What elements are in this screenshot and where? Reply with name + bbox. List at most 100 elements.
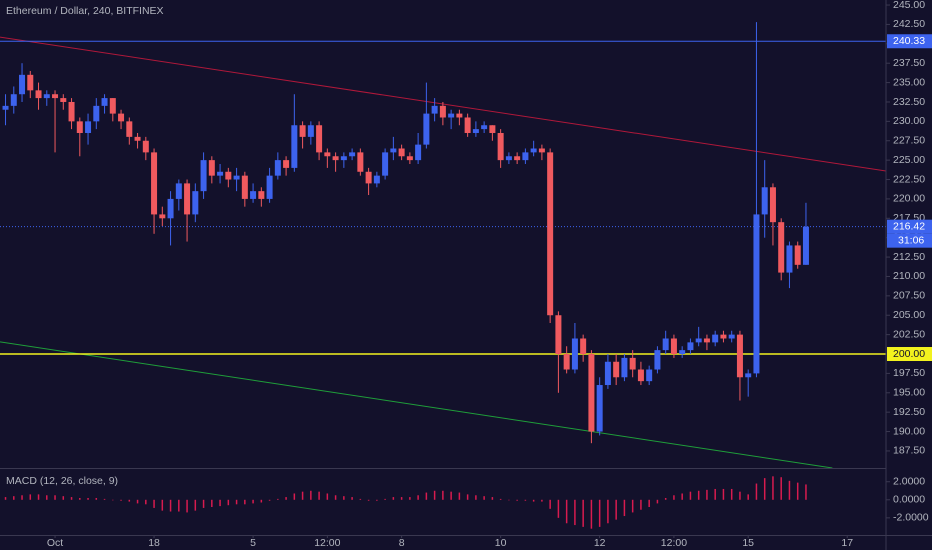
macd-bar (186, 499, 188, 513)
macd-bar (260, 499, 263, 503)
candle-body (679, 350, 686, 355)
candle-body (192, 191, 199, 215)
price-label-box (887, 219, 932, 234)
y-tick-label: 242.50 (893, 18, 925, 30)
candle-body (109, 98, 116, 114)
macd-bar (491, 497, 494, 500)
macd-bar (334, 495, 337, 500)
macd-bar (466, 494, 469, 500)
x-tick-label: 12:00 (661, 537, 687, 549)
candle-body (580, 338, 587, 355)
candle-body (217, 171, 224, 176)
macd-bar (433, 490, 436, 500)
macd-bar (730, 488, 733, 500)
macd-bar (631, 499, 634, 513)
candle-body (101, 98, 108, 106)
macd-bar (326, 493, 329, 500)
y-tick-label: 207.50 (893, 290, 925, 302)
candle-body (415, 144, 422, 161)
macd-bar (153, 499, 155, 508)
candle-body (637, 369, 644, 382)
price-label: 240.33 (893, 35, 925, 47)
candle-body (307, 125, 314, 137)
candle-body (670, 338, 677, 355)
macd-bar (598, 499, 601, 527)
macd-bar (681, 493, 683, 500)
candle-body (571, 338, 578, 370)
macd-bar (227, 499, 230, 506)
candle-body (423, 113, 430, 145)
macd-bar (128, 499, 131, 502)
candle-body (390, 148, 397, 153)
chart-title: Ethereum / Dollar, 240, BITFINEX (6, 5, 164, 17)
macd-bar (590, 499, 593, 529)
candle-body (472, 129, 479, 133)
x-tick-label: 15 (742, 537, 754, 549)
macd-bar (136, 499, 139, 504)
macd-bar (763, 478, 766, 500)
macd-bar (384, 498, 386, 500)
indicator-title: MACD (12, 26, close, 9) (6, 475, 118, 487)
macd-bar (689, 491, 692, 500)
y-tick-label: 197.50 (893, 367, 925, 379)
macd-bar (425, 492, 428, 500)
candle-body (621, 357, 628, 378)
candle-body (118, 113, 125, 122)
macd-bar (788, 480, 791, 500)
candle-body (134, 136, 141, 141)
macd-bar (442, 490, 444, 500)
macd-bar (351, 497, 353, 500)
candle-body (654, 350, 661, 370)
candle-body (555, 315, 562, 355)
macd-bar (120, 499, 122, 501)
macd-bar (293, 493, 296, 500)
candle-body (481, 125, 488, 130)
y-tick-label: 187.50 (893, 445, 925, 457)
y-tick-label: 245.00 (893, 0, 925, 11)
macd-bar (656, 499, 659, 504)
candle-body (250, 191, 257, 199)
macd-bar (549, 499, 551, 509)
macd-bar (37, 494, 40, 500)
candle-body (406, 156, 413, 161)
candle-body (324, 152, 331, 157)
price-label-box (887, 34, 932, 49)
candle-body (398, 148, 405, 157)
candle-body (786, 245, 793, 273)
candle-body (60, 98, 67, 102)
candle-body (167, 198, 174, 219)
candle-body (43, 94, 50, 99)
macd-bar (13, 496, 15, 500)
candle-body (332, 156, 339, 161)
candle-body (241, 175, 248, 199)
macd-bar (70, 497, 73, 500)
candle-body (588, 354, 595, 432)
countdown-label: 31:06 (898, 234, 924, 246)
candle-body (769, 187, 776, 223)
macd-bar (367, 499, 370, 501)
candle-body (802, 226, 809, 265)
macd-bar (417, 495, 419, 500)
candle-body (93, 105, 100, 122)
macd-bar (79, 497, 81, 500)
candle-body (613, 361, 620, 378)
x-tick-label: 12 (594, 537, 606, 549)
candle-body (225, 171, 232, 180)
candle-body (745, 373, 752, 378)
macd-bar (475, 495, 477, 500)
macd-bar (219, 499, 221, 507)
macd-bar (285, 497, 287, 500)
candle-body (52, 94, 59, 99)
candle-body (200, 160, 207, 192)
y-tick-label: 235.00 (893, 76, 925, 88)
y-tick-label: 232.50 (893, 96, 925, 108)
candle-body (349, 152, 356, 157)
macd-bar (747, 494, 749, 500)
candle-body (497, 132, 504, 161)
candle-body (514, 156, 521, 161)
y-tick-label: 225.00 (893, 154, 925, 166)
candle-body (778, 222, 785, 273)
macd-bar (483, 496, 485, 500)
x-tick-label: Oct (47, 537, 63, 549)
candle-body (340, 156, 347, 161)
